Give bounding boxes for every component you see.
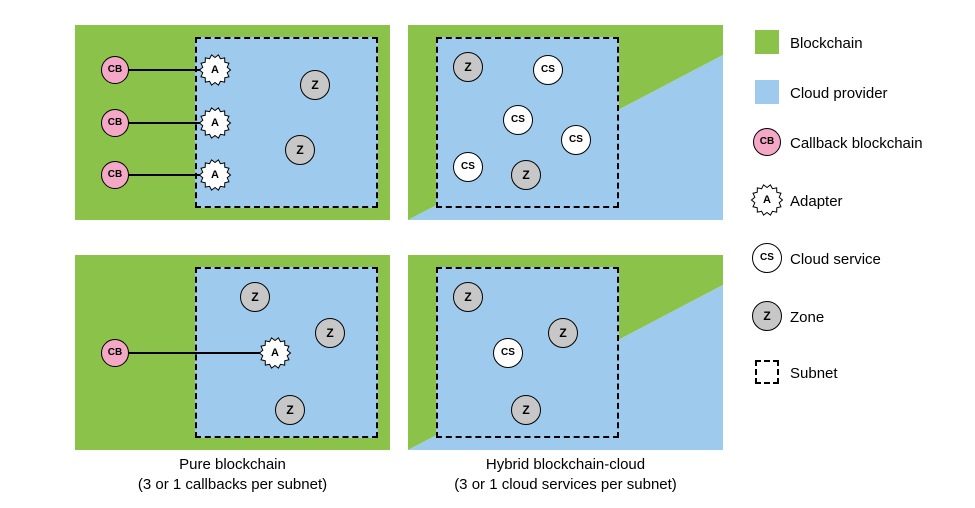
node-label: CB — [108, 65, 122, 75]
node-label: Z — [464, 61, 471, 73]
legend-label-4: Cloud service — [790, 251, 881, 268]
node-label: Z — [763, 310, 770, 322]
caption-right: Hybrid blockchain-cloud(3 or 1 cloud ser… — [408, 455, 723, 494]
node-label: A — [763, 195, 771, 206]
node-label: Z — [251, 291, 258, 303]
node-z: Z — [548, 318, 578, 348]
node-label: A — [211, 118, 219, 129]
legend-swatch-0 — [755, 30, 779, 54]
panel-bl: CB A Z Z Z — [75, 255, 390, 450]
caption-left-line1: Pure blockchain — [75, 455, 390, 475]
node-z: Z — [453, 282, 483, 312]
caption-left: Pure blockchain(3 or 1 callbacks per sub… — [75, 455, 390, 494]
legend-dashbox — [755, 360, 779, 384]
node-z: Z — [285, 135, 315, 165]
connector-line — [115, 352, 275, 354]
node-z: Z — [300, 70, 330, 100]
node-cs: CS — [453, 152, 483, 182]
node-label: Z — [522, 404, 529, 416]
node-z: Z — [752, 301, 782, 331]
caption-right-line2: (3 or 1 cloud services per subnet) — [408, 475, 723, 495]
panel-tl: CB CB CB A A A Z Z — [75, 25, 390, 220]
node-label: CS — [541, 65, 555, 75]
node-label: CB — [108, 348, 122, 358]
panel-bg-split — [408, 255, 723, 450]
node-cs: CS — [752, 243, 782, 273]
node-cs: CS — [533, 55, 563, 85]
node-label: A — [271, 348, 279, 359]
legend-label-3: Adapter — [790, 193, 843, 210]
caption-right-line1: Hybrid blockchain-cloud — [408, 455, 723, 475]
node-label: CB — [760, 137, 774, 147]
node-z: Z — [453, 52, 483, 82]
node-label: Z — [296, 144, 303, 156]
legend-label-5: Zone — [790, 309, 824, 326]
panel-br: Z Z CS Z — [408, 255, 723, 450]
node-label: A — [211, 65, 219, 76]
node-cb: CB — [101, 339, 129, 367]
node-label: Z — [522, 169, 529, 181]
node-cs: CS — [503, 105, 533, 135]
node-z: Z — [511, 395, 541, 425]
node-label: CB — [108, 170, 122, 180]
node-label: Z — [326, 327, 333, 339]
node-label: A — [211, 170, 219, 181]
node-a: A — [198, 106, 232, 140]
node-z: Z — [240, 282, 270, 312]
legend-label-1: Cloud provider — [790, 85, 888, 102]
legend-label-6: Subnet — [790, 365, 838, 382]
node-cb: CB — [101, 109, 129, 137]
node-a: A — [198, 158, 232, 192]
diagram-canvas: CB CB CB A A A Z Z Z CS CS CS CS Z CB A Z Z Z Z Z CS Z Pure blo… — [0, 0, 975, 508]
caption-left-line2: (3 or 1 callbacks per subnet) — [75, 475, 390, 495]
node-label: CS — [501, 348, 515, 358]
node-cb: CB — [101, 161, 129, 189]
node-label: Z — [286, 404, 293, 416]
legend-label-0: Blockchain — [790, 35, 863, 52]
panel-tr: Z CS CS CS CS Z — [408, 25, 723, 220]
node-label: CS — [569, 135, 583, 145]
node-a: A — [198, 53, 232, 87]
node-cs: CS — [561, 125, 591, 155]
node-a: A — [750, 183, 784, 217]
node-label: CS — [511, 115, 525, 125]
node-label: CS — [760, 253, 774, 263]
node-cs: CS — [493, 338, 523, 368]
legend-swatch-1 — [755, 80, 779, 104]
legend-label-2: Callback blockchain — [790, 135, 923, 152]
panel-bg-split — [408, 25, 723, 220]
node-label: CB — [108, 118, 122, 128]
node-label: Z — [559, 327, 566, 339]
node-cb: CB — [101, 56, 129, 84]
node-z: Z — [315, 318, 345, 348]
node-z: Z — [275, 395, 305, 425]
node-label: Z — [311, 79, 318, 91]
node-cb: CB — [753, 128, 781, 156]
node-label: CS — [461, 162, 475, 172]
node-label: Z — [464, 291, 471, 303]
node-a: A — [258, 336, 292, 370]
node-z: Z — [511, 160, 541, 190]
